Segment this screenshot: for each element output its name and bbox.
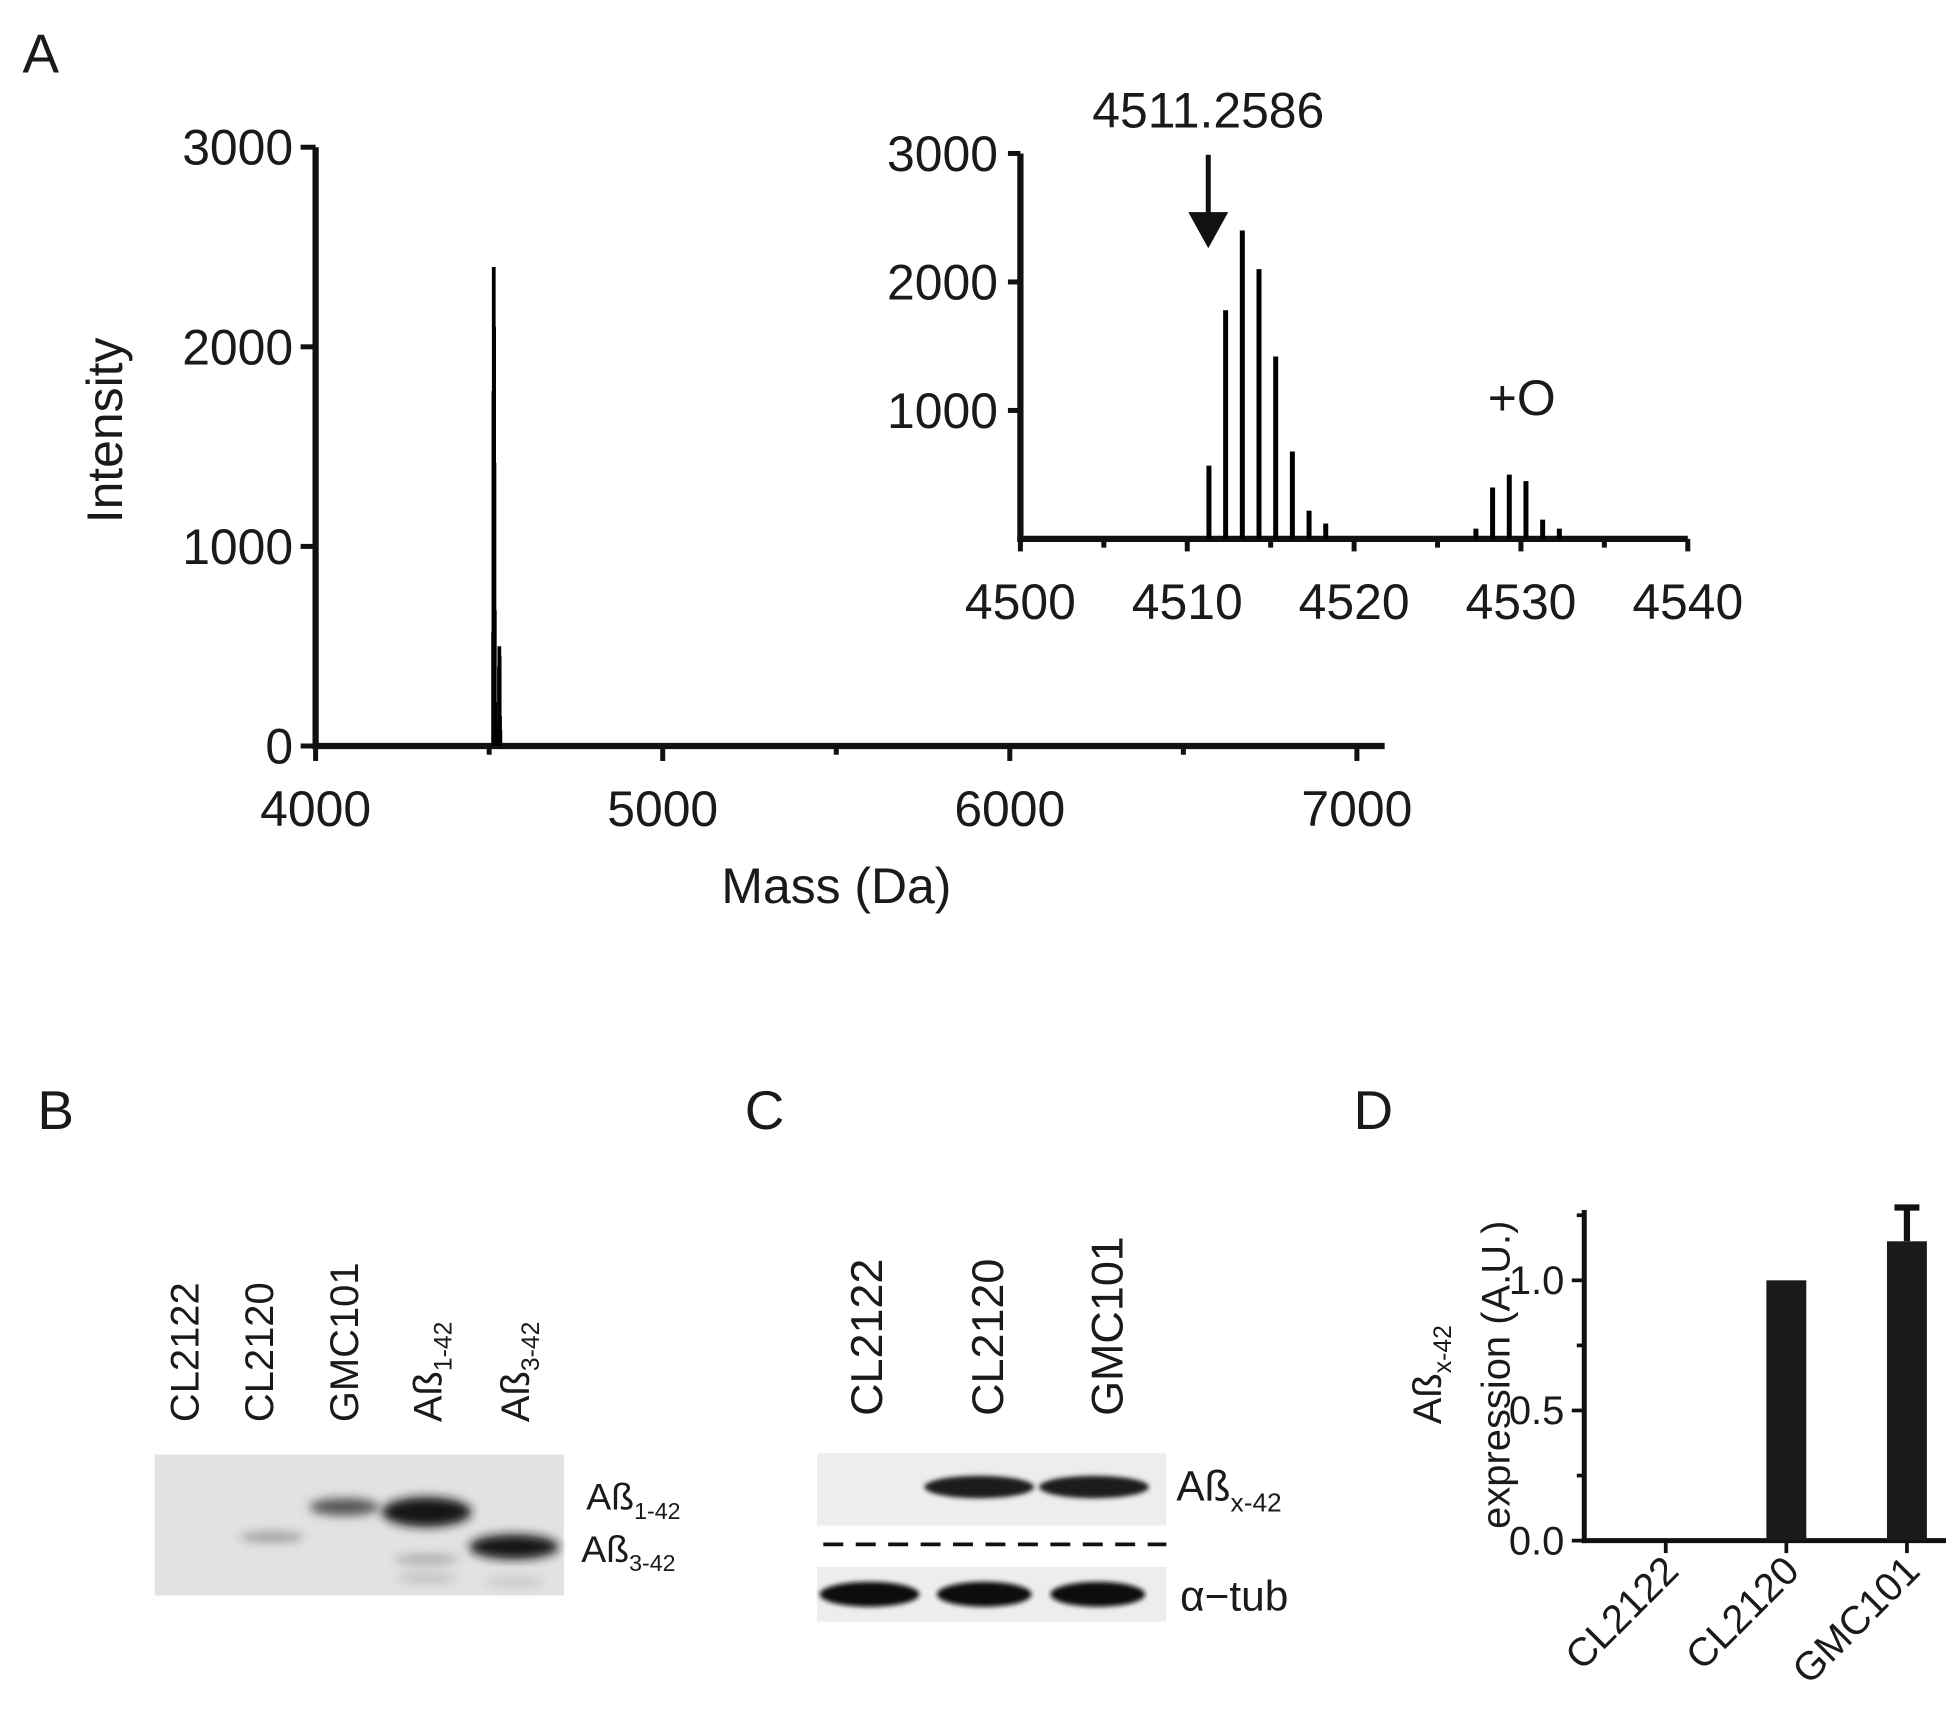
annotation-arrowhead: [1188, 212, 1229, 249]
blot-b-bands: [239, 1496, 559, 1587]
y-tick-label: 0.0: [1509, 1519, 1564, 1563]
band-label: Aß3-42: [581, 1528, 675, 1576]
x-tick-label: 4520: [1299, 574, 1410, 630]
x-tick-label: 4000: [260, 781, 371, 837]
band-label-sub: 1-42: [634, 1498, 680, 1524]
lane-label: CL2120: [962, 1259, 1013, 1416]
y-axis-title: expression (A.U.): [1474, 1221, 1518, 1529]
band-label: α−tub: [1180, 1572, 1288, 1619]
x-tick-label: 4530: [1465, 574, 1576, 630]
lane-label: Aß1-42: [407, 1322, 458, 1423]
y-tick-label: 0.5: [1509, 1389, 1564, 1433]
y-axis-title-base: Aß: [1406, 1373, 1450, 1424]
lane-label: GMC101: [1082, 1236, 1133, 1416]
y-tick-label: 2000: [182, 319, 293, 375]
y-tick-label: 1.0: [1509, 1259, 1564, 1303]
blot-c-bands: [819, 1475, 1149, 1607]
y-axis-title-sub: x-42: [1430, 1325, 1457, 1373]
y-axis-title: Intensity: [77, 337, 133, 523]
blot-b: [154, 1454, 564, 1596]
x-axis-title: Mass (Da): [721, 858, 951, 914]
panel-label: C: [745, 1079, 785, 1141]
lane-label-sub: 1-42: [431, 1322, 458, 1372]
y-tick-label: 1000: [182, 519, 293, 575]
bar: [1886, 1241, 1927, 1541]
x-tick-label: 5000: [607, 781, 718, 837]
x-tick-label: 4510: [1132, 574, 1243, 630]
panel-label: D: [1353, 1079, 1393, 1141]
x-tick-label: GMC101: [1784, 1548, 1928, 1692]
band-label: Aß1-42: [586, 1475, 680, 1523]
x-tick-label: 6000: [954, 781, 1065, 837]
annotation: +O: [1488, 370, 1556, 426]
band-label-base: Aß: [581, 1528, 629, 1570]
y-tick-label: 1000: [887, 383, 998, 439]
band-label: Aßx-42: [1176, 1463, 1281, 1518]
y-axis-title: Aßx-42: [1406, 1325, 1457, 1424]
y-tick-label: 3000: [182, 120, 293, 176]
band-label-base: Aß: [586, 1475, 634, 1517]
lane-label: CL2120: [238, 1282, 282, 1422]
band-label-sub: x-42: [1231, 1487, 1282, 1517]
lane-label: Aß3-42: [494, 1322, 545, 1423]
y-tick-label: 2000: [887, 254, 998, 310]
y-tick-label: 3000: [887, 126, 998, 182]
lane-label: CL2122: [841, 1259, 892, 1416]
lane-label: GMC101: [323, 1262, 367, 1422]
panel-label: B: [37, 1079, 74, 1141]
lane-label-base: Aß: [494, 1371, 538, 1422]
band-label-sub: 3-42: [629, 1550, 675, 1576]
x-tick-label: 4500: [965, 574, 1076, 630]
lane-label: CL2122: [163, 1282, 207, 1422]
annotation: 4511.2586: [1092, 82, 1324, 138]
y-tick-label: 0: [265, 718, 293, 774]
x-tick-label: 7000: [1301, 781, 1412, 837]
band-label-base: Aß: [1176, 1463, 1230, 1510]
x-tick-label: 4540: [1632, 574, 1743, 630]
x-tick-label: CL2122: [1557, 1548, 1687, 1678]
lane-label-sub: 3-42: [518, 1322, 545, 1372]
bar: [1766, 1280, 1807, 1541]
panel-label: A: [22, 22, 59, 84]
lane-label-base: Aß: [407, 1371, 451, 1422]
